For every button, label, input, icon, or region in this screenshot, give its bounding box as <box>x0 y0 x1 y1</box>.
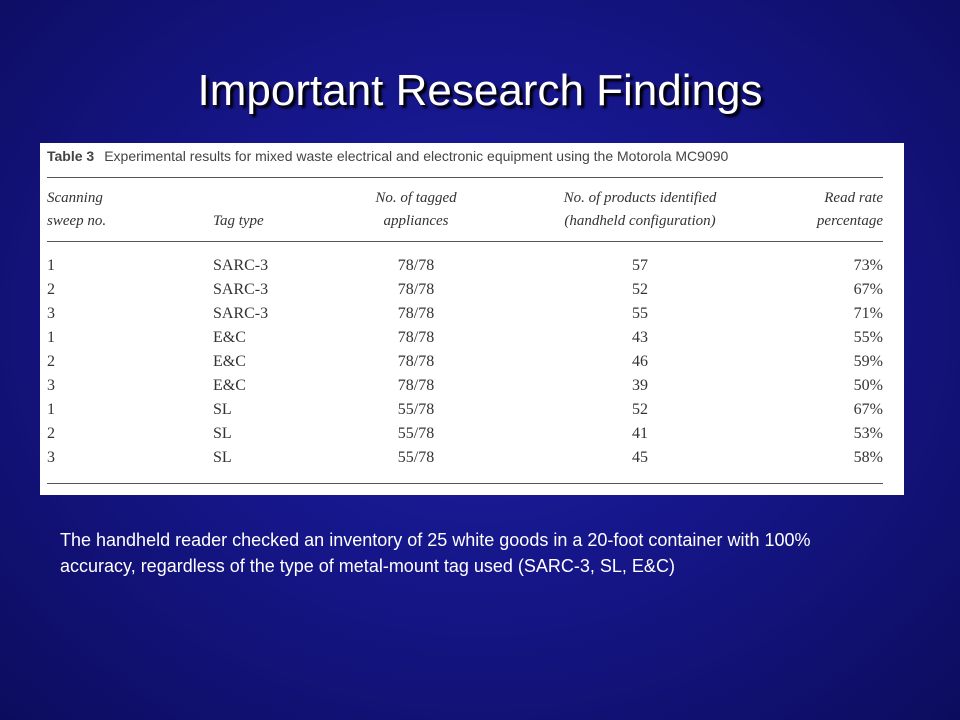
table-cell: 55% <box>853 329 883 346</box>
table-cell: 78/78 <box>397 329 435 346</box>
column-header: Scanning <box>47 190 103 206</box>
table-cell: E&C <box>213 329 246 346</box>
table-cell: 3 <box>47 305 55 322</box>
table-cell: SARC-3 <box>213 257 269 274</box>
column-header: No. of products identified <box>563 190 717 206</box>
table-cell: 55/78 <box>397 401 435 418</box>
table-cell: E&C <box>213 353 246 370</box>
column-header: sweep no. <box>47 213 107 229</box>
column-header: percentage <box>816 213 883 229</box>
table-cell: 1 <box>47 257 55 274</box>
table-cell: 45 <box>632 449 648 466</box>
table-cell: 78/78 <box>397 281 435 298</box>
table-cell: 78/78 <box>397 377 435 394</box>
table-cell: 71% <box>853 305 883 322</box>
column-header: Tag type <box>213 213 264 229</box>
table-cell: SARC-3 <box>213 281 269 298</box>
column-header: appliances <box>383 213 449 229</box>
table-cell: 3 <box>47 377 55 394</box>
table-cell: 52 <box>632 281 648 298</box>
table-cell: 78/78 <box>397 305 435 322</box>
table-cell: SL <box>213 401 232 418</box>
table-cell: 78/78 <box>397 353 435 370</box>
table-cell: 59% <box>853 353 883 370</box>
table-caption: Table 3 Experimental results for mixed wa… <box>47 148 728 164</box>
table-cell: 1 <box>47 329 55 346</box>
table-cell: SARC-3 <box>213 305 269 322</box>
column-header: (handheld configuration) <box>564 213 716 229</box>
table-cell: 73% <box>853 257 883 274</box>
table-cell: 39 <box>632 377 648 394</box>
table-cell: 3 <box>47 449 55 466</box>
table-cell: 67% <box>853 401 883 418</box>
table-cell: 58% <box>853 449 883 466</box>
table-cell: 53% <box>853 425 883 442</box>
rule <box>47 241 883 242</box>
table-cell: 2 <box>47 425 55 442</box>
table-cell: 78/78 <box>397 257 435 274</box>
table-cell: 57 <box>632 257 648 274</box>
table-cell: E&C <box>213 377 246 394</box>
rule <box>47 177 883 178</box>
table-cell: 2 <box>47 281 55 298</box>
table-label: Table 3 <box>47 148 95 164</box>
table-cell: 46 <box>632 353 648 370</box>
table-cell: 43 <box>632 329 648 346</box>
body-text: The handheld reader checked an inventory… <box>60 530 811 576</box>
table-figure: Table 3 Experimental results for mixed wa… <box>40 143 904 495</box>
table-cell: 52 <box>632 401 648 418</box>
table-cell: 41 <box>632 425 648 442</box>
table-cell: 55/78 <box>397 425 435 442</box>
table-cell: SL <box>213 449 232 466</box>
table-cell: 1 <box>47 401 55 418</box>
table-cell: 55 <box>632 305 648 322</box>
column-header: No. of tagged <box>375 190 457 206</box>
table-cell: 50% <box>853 377 883 394</box>
caption-text: Experimental results for mixed waste ele… <box>104 148 729 164</box>
table-cell: SL <box>213 425 232 442</box>
table-cell: 55/78 <box>397 449 435 466</box>
rule <box>47 483 883 484</box>
column-header: Read rate <box>824 190 883 206</box>
table-cell: 2 <box>47 353 55 370</box>
table-cell: 67% <box>853 281 883 298</box>
slide-title: Important Research Findings <box>197 66 763 115</box>
